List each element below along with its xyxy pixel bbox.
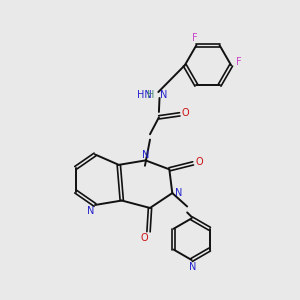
Text: HN: HN [137, 90, 152, 100]
Text: H: H [147, 90, 154, 100]
Text: N: N [160, 90, 167, 100]
Text: N: N [188, 262, 196, 272]
Text: N: N [142, 150, 150, 160]
Text: O: O [196, 157, 203, 167]
Text: O: O [182, 108, 190, 118]
Text: N: N [87, 206, 94, 216]
Text: F: F [192, 33, 198, 43]
Text: O: O [140, 233, 148, 243]
Text: F: F [236, 57, 242, 67]
Text: N: N [175, 188, 182, 197]
